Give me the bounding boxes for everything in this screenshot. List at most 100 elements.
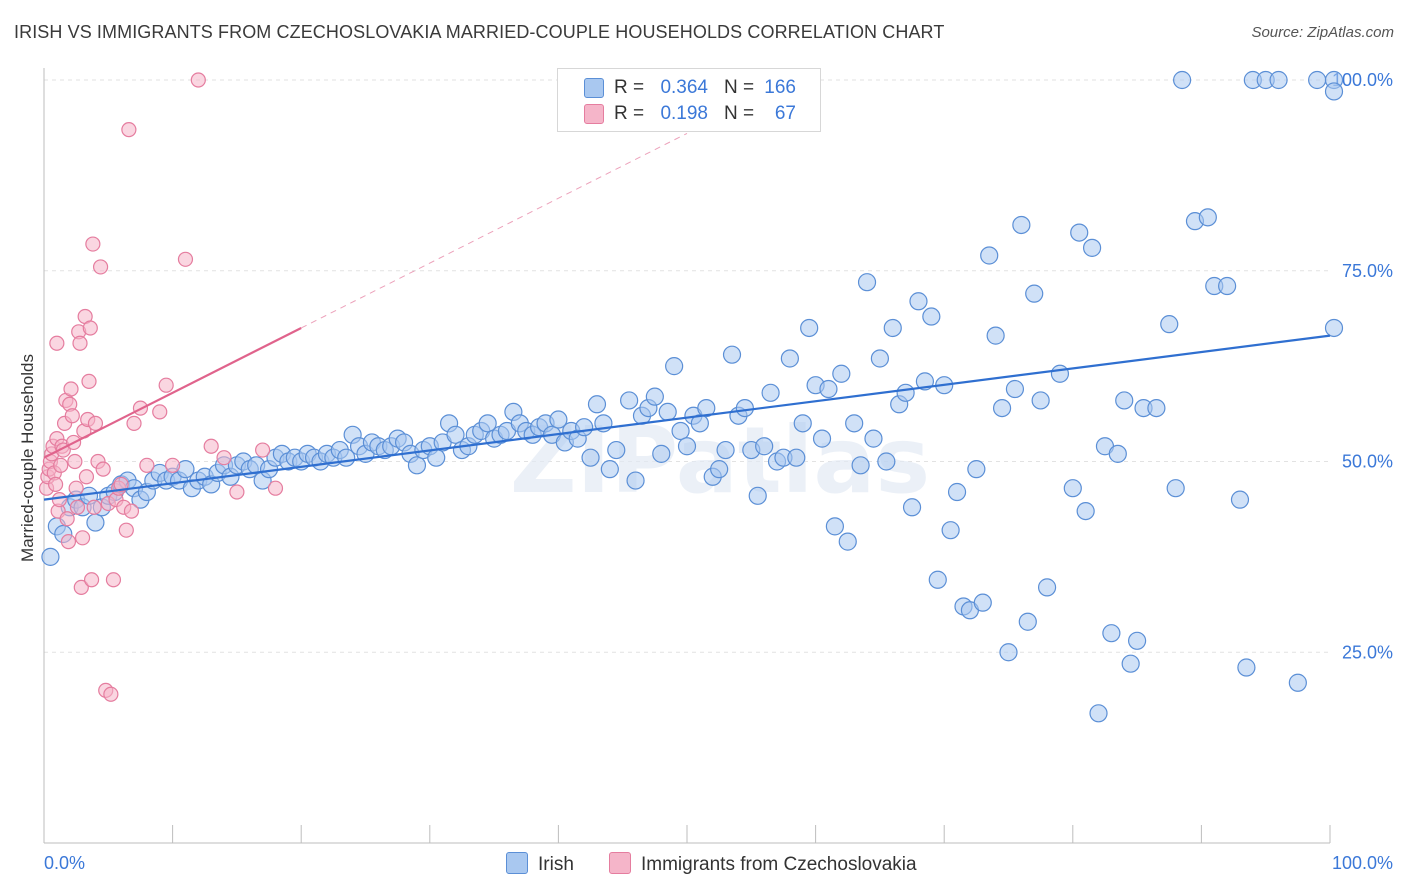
y-tick-label: 100.0% xyxy=(1332,70,1393,90)
y-tick-label: 50.0% xyxy=(1342,452,1393,472)
x-tick-label: 100.0% xyxy=(1332,853,1393,873)
czechoslovakia-point xyxy=(123,503,140,519)
irish-point xyxy=(446,425,465,444)
irish-point xyxy=(607,440,626,460)
irish-point xyxy=(845,414,864,433)
bottom-legend-czechoslovakia: Immigrants from Czechoslovakia xyxy=(609,852,917,876)
legend-swatch-irish xyxy=(584,78,604,98)
irish-point xyxy=(549,410,568,429)
irish-point xyxy=(1012,215,1031,235)
czechoslovakia-point xyxy=(92,259,109,275)
legend-n-label: N = xyxy=(724,77,755,98)
bottom-legend-swatch-czechoslovakia xyxy=(609,852,631,874)
irish-point xyxy=(1121,654,1140,673)
irish-point xyxy=(877,452,896,471)
irish-point xyxy=(645,387,664,406)
chart-source: Source: ZipAtlas.com xyxy=(1251,24,1394,41)
irish-point xyxy=(1230,490,1250,509)
czechoslovakia-point xyxy=(216,450,232,466)
czechoslovakia-point xyxy=(68,480,84,496)
czechoslovakia-point xyxy=(255,442,271,458)
legend-r-value: 0.364 xyxy=(660,77,708,98)
czechoslovakia-point xyxy=(95,461,111,477)
irish-point xyxy=(1288,673,1307,692)
legend-r-label: R = xyxy=(614,77,645,98)
y-tick-label: 25.0% xyxy=(1342,642,1393,662)
irish-point xyxy=(909,292,928,311)
czechoslovakia-point xyxy=(53,457,69,473)
irish-point xyxy=(973,593,992,612)
czechoslovakia-point xyxy=(83,572,100,588)
bottom-legend-label-irish: Irish xyxy=(538,854,574,875)
irish-point xyxy=(755,437,774,456)
irish-point xyxy=(870,349,890,368)
irish-point xyxy=(652,444,671,463)
irish-point xyxy=(832,364,851,383)
irish-point xyxy=(1076,501,1095,521)
irish-point xyxy=(1115,391,1134,410)
irish-point xyxy=(1082,238,1102,257)
irish-point xyxy=(575,418,594,437)
czechoslovakia-point xyxy=(74,530,91,546)
irish-point xyxy=(1102,624,1121,643)
czechoslovakia-point xyxy=(63,381,79,397)
irish-point xyxy=(1269,70,1288,90)
correlation-legend: R = 0.364 N = 166 R = 0.198 N = 67 xyxy=(557,68,821,132)
czechoslovakia-point xyxy=(139,457,155,473)
irish-point xyxy=(427,448,446,467)
irish-point xyxy=(600,460,619,479)
irish-point xyxy=(902,498,922,517)
czechoslovakia-point xyxy=(152,404,168,420)
czechoslovakia-point xyxy=(59,511,75,527)
irish-point xyxy=(41,547,60,566)
irish-point xyxy=(1147,398,1166,418)
czechoslovakia-point xyxy=(118,522,134,538)
irish-point xyxy=(967,460,986,479)
czechoslovakia-point xyxy=(267,480,284,496)
irish-point xyxy=(1005,379,1025,399)
czechoslovakia-point xyxy=(78,469,95,485)
czechoslovakia-point xyxy=(121,121,137,138)
legend-r-label: R = xyxy=(614,103,645,124)
irish-point xyxy=(671,421,690,441)
irish-trend-line xyxy=(43,334,1331,501)
irish-point xyxy=(1237,658,1256,677)
irish-point xyxy=(86,513,105,532)
irish-point xyxy=(626,471,645,490)
irish-point xyxy=(838,532,857,551)
legend-swatch-czechoslovakia xyxy=(584,104,604,124)
irish-point xyxy=(710,460,729,479)
irish-point xyxy=(697,398,716,418)
irish-point xyxy=(1031,391,1050,410)
chart-title: IRISH VS IMMIGRANTS FROM CZECHOSLOVAKIA … xyxy=(14,22,945,42)
irish-point xyxy=(1025,284,1044,303)
irish-point xyxy=(1160,315,1179,334)
czechoslovakia-point xyxy=(67,453,83,470)
irish-point xyxy=(677,437,697,456)
czechoslovakia-point xyxy=(229,484,245,500)
irish-point xyxy=(407,456,427,475)
czechoslovakia-point xyxy=(165,457,181,473)
irish-point xyxy=(947,482,967,502)
czechoslovakia-point xyxy=(81,373,97,389)
irish-point xyxy=(1050,364,1070,383)
irish-point xyxy=(620,391,639,410)
irish-point xyxy=(986,326,1005,345)
czechoslovakia-point xyxy=(60,534,77,550)
irish-point xyxy=(787,448,806,467)
bottom-legend-label-czechoslovakia: Immigrants from Czechoslovakia xyxy=(641,854,917,875)
czechoslovakia-point xyxy=(69,499,86,515)
czechoslovakia-point xyxy=(126,415,142,431)
irish-point xyxy=(922,307,941,326)
czechoslovakia-point xyxy=(87,415,104,431)
czechoslovakia-point xyxy=(86,499,102,515)
legend-r-value: 0.198 xyxy=(660,103,708,124)
y-tick-label: 75.0% xyxy=(1342,261,1393,281)
irish-point xyxy=(793,414,812,433)
irish-point xyxy=(941,521,960,540)
czechoslovakia-point xyxy=(72,335,88,351)
czechoslovakia-trend-line xyxy=(43,326,302,459)
irish-point xyxy=(1166,479,1185,498)
irish-point xyxy=(1018,612,1037,631)
legend-n-label: N = xyxy=(724,103,755,124)
